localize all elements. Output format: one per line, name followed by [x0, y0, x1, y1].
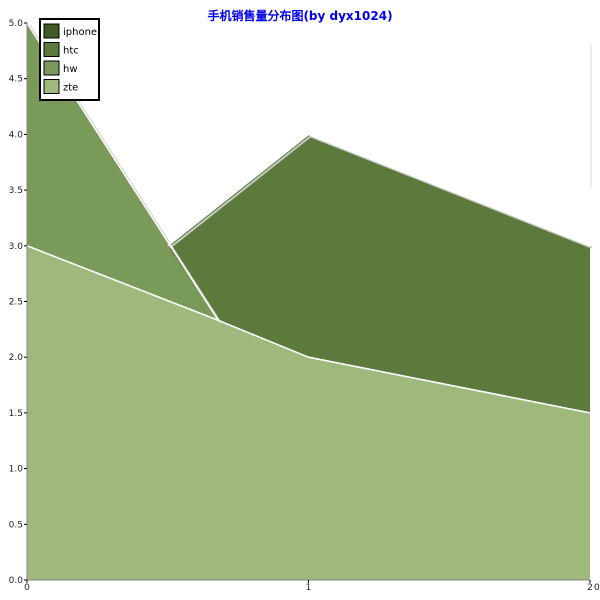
y-tick-label: 3.5	[9, 186, 23, 196]
legend: iphone htc hw zte	[39, 18, 100, 101]
legend-swatch-hw	[43, 60, 60, 76]
legend-label-htc: htc	[63, 46, 79, 57]
y-tick-label: 4.0	[9, 130, 24, 140]
x-tick-label: 1	[306, 583, 312, 593]
area-series-group	[26, 22, 593, 581]
legend-swatch-iphone	[43, 23, 60, 39]
axes-group: 0.00.51.01.52.02.53.03.54.04.55.00 1 2 0	[9, 19, 600, 593]
legend-label-zte: zte	[63, 83, 78, 94]
x-tick-label: 0	[24, 583, 30, 593]
shadow-htc	[169, 135, 593, 249]
y-tick-label: 4.5	[9, 75, 23, 85]
legend-swatch-htc	[43, 42, 60, 57]
y-tick-label: 2.5	[9, 298, 23, 308]
edge-zte	[26, 245, 591, 414]
legend-label-iphone: iphone	[63, 27, 97, 38]
y-tick-label: 2.0	[9, 353, 24, 363]
x-end-label: 0	[594, 583, 600, 593]
y-tick-label: 0.0	[9, 576, 24, 586]
area-htc	[167, 134, 591, 413]
x-tick-label: 2	[587, 583, 593, 593]
y-tick-label: 0.5	[9, 520, 23, 530]
y-tick-label: 5.0	[9, 19, 24, 29]
legend-label-hw: hw	[63, 64, 78, 75]
legend-swatch-zte	[43, 79, 60, 94]
area-zte	[27, 245, 590, 581]
chart-title: 手机销售量分布图(by dyx1024)	[207, 8, 392, 23]
y-tick-label: 3.0	[9, 242, 24, 252]
y-tick-label: 1.0	[9, 465, 24, 475]
y-tick-label: 1.5	[9, 409, 23, 419]
edge-htc	[167, 133, 591, 247]
